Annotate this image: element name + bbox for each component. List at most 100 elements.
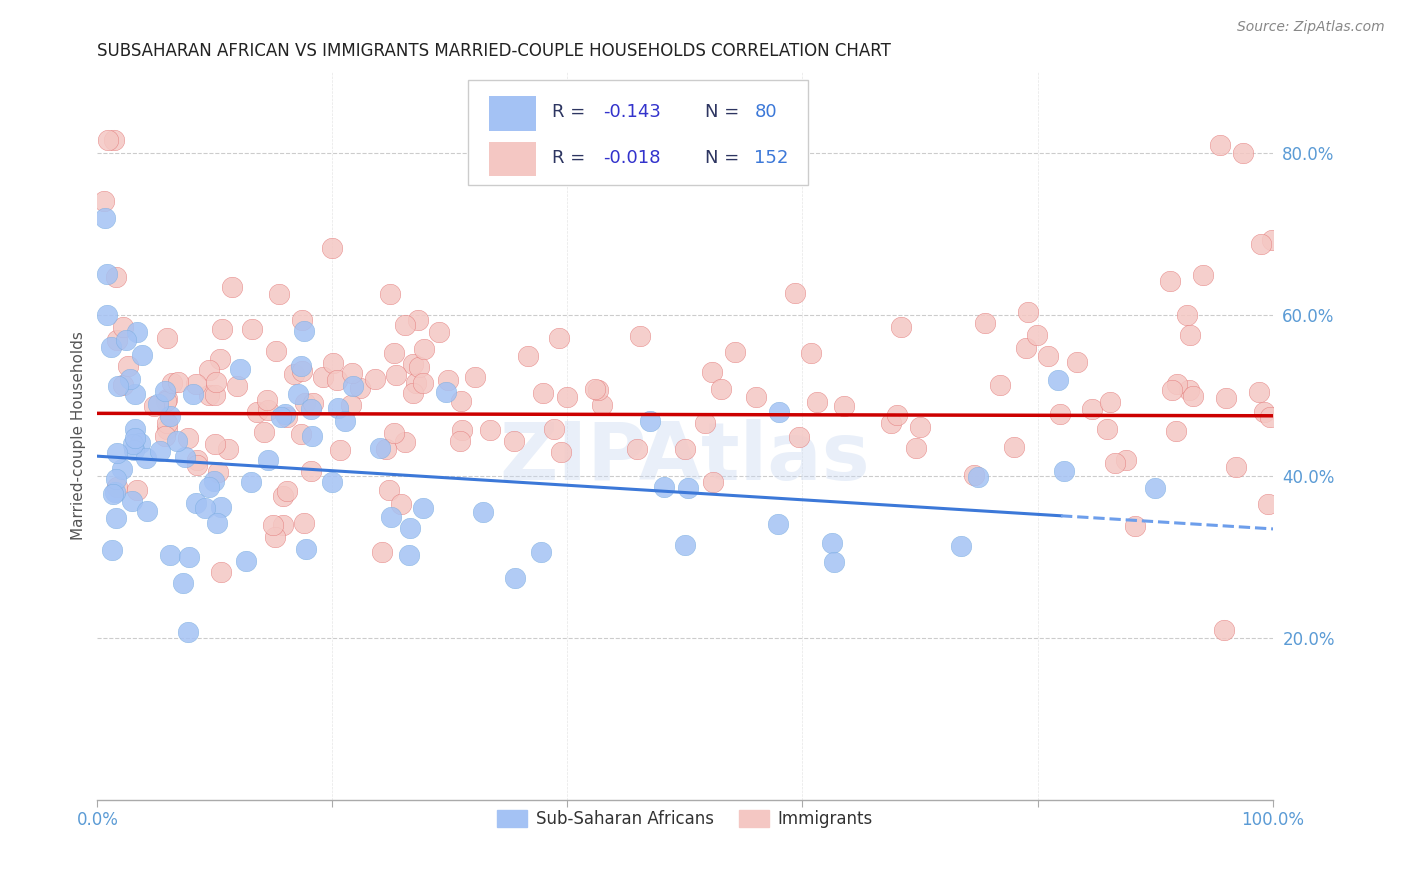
Point bbox=[246, 405, 269, 419]
Point bbox=[1160, 383, 1182, 397]
Point bbox=[950, 539, 973, 553]
Point bbox=[129, 435, 152, 450]
Point bbox=[103, 132, 125, 146]
Point bbox=[256, 402, 278, 417]
Point bbox=[301, 429, 323, 443]
Text: R =: R = bbox=[553, 103, 591, 121]
Point bbox=[402, 357, 425, 371]
Point bbox=[184, 376, 207, 391]
Point bbox=[371, 544, 394, 558]
Text: N =: N = bbox=[704, 149, 745, 167]
Point bbox=[295, 541, 318, 556]
Point bbox=[167, 375, 190, 389]
Point bbox=[1182, 389, 1205, 403]
Text: ZIPAtlas: ZIPAtlas bbox=[499, 418, 870, 497]
Point bbox=[1053, 464, 1076, 478]
Point bbox=[146, 397, 169, 411]
Point bbox=[1178, 383, 1201, 397]
Point bbox=[375, 442, 398, 456]
Point bbox=[328, 401, 350, 416]
Point bbox=[105, 446, 128, 460]
Point bbox=[967, 470, 990, 484]
Point bbox=[312, 370, 335, 384]
Point bbox=[124, 432, 146, 446]
Point bbox=[96, 268, 118, 282]
Point bbox=[974, 316, 997, 330]
Point bbox=[186, 453, 208, 467]
Point bbox=[583, 383, 606, 397]
Point bbox=[299, 401, 322, 416]
Point bbox=[378, 287, 401, 301]
Point bbox=[181, 387, 204, 401]
Point bbox=[382, 346, 405, 360]
Point bbox=[177, 550, 200, 565]
Point bbox=[1081, 402, 1104, 417]
FancyBboxPatch shape bbox=[489, 142, 536, 177]
Point bbox=[1261, 233, 1284, 247]
Point bbox=[156, 421, 179, 435]
Point bbox=[149, 444, 172, 458]
Point bbox=[291, 364, 314, 378]
Point bbox=[700, 365, 723, 379]
Point bbox=[1180, 327, 1202, 342]
Point bbox=[107, 479, 129, 493]
Point bbox=[1225, 460, 1247, 475]
Point bbox=[276, 410, 298, 425]
Point bbox=[264, 343, 287, 358]
Point bbox=[217, 442, 239, 457]
Point bbox=[111, 378, 134, 392]
Point bbox=[1015, 341, 1038, 355]
Text: 80: 80 bbox=[754, 103, 778, 121]
Point bbox=[543, 422, 565, 436]
Point bbox=[702, 475, 724, 490]
Point bbox=[264, 530, 287, 544]
Point bbox=[555, 390, 578, 404]
Point bbox=[1253, 405, 1275, 419]
Point bbox=[382, 426, 405, 441]
Point bbox=[1143, 482, 1166, 496]
Point bbox=[302, 396, 325, 410]
Point bbox=[340, 398, 363, 412]
Point bbox=[172, 576, 194, 591]
Point bbox=[194, 501, 217, 516]
Point bbox=[209, 500, 232, 514]
Point bbox=[270, 410, 292, 425]
Point bbox=[1002, 440, 1025, 454]
Point bbox=[276, 483, 298, 498]
Point bbox=[626, 442, 648, 456]
Point bbox=[124, 422, 146, 436]
Point bbox=[135, 450, 157, 465]
Point bbox=[516, 349, 538, 363]
Point bbox=[479, 423, 502, 437]
FancyBboxPatch shape bbox=[489, 95, 536, 130]
Point bbox=[890, 319, 912, 334]
Point bbox=[880, 416, 903, 430]
Point bbox=[105, 270, 128, 285]
Point bbox=[1026, 328, 1049, 343]
Point bbox=[155, 393, 177, 408]
Point bbox=[787, 430, 810, 444]
Point bbox=[378, 483, 401, 497]
Point bbox=[287, 386, 309, 401]
Point bbox=[652, 480, 675, 494]
Point bbox=[291, 313, 314, 327]
FancyBboxPatch shape bbox=[468, 79, 808, 186]
Point bbox=[823, 555, 845, 569]
Point bbox=[905, 441, 928, 455]
Point bbox=[125, 483, 148, 497]
Point bbox=[389, 497, 412, 511]
Point bbox=[294, 396, 316, 410]
Point bbox=[502, 434, 524, 449]
Point bbox=[380, 509, 402, 524]
Point bbox=[184, 496, 207, 510]
Point bbox=[197, 480, 219, 494]
Point bbox=[156, 392, 179, 406]
Point bbox=[142, 399, 165, 413]
Point bbox=[394, 318, 416, 333]
Point bbox=[673, 538, 696, 552]
Point bbox=[1250, 237, 1272, 252]
Point bbox=[156, 417, 179, 431]
Point bbox=[121, 437, 143, 451]
Point bbox=[710, 382, 733, 396]
Point bbox=[124, 386, 146, 401]
